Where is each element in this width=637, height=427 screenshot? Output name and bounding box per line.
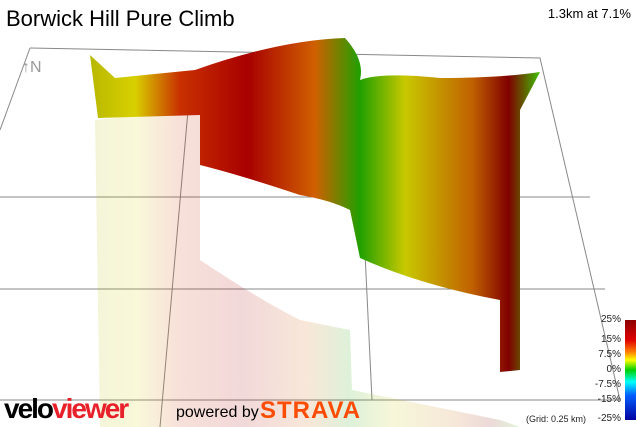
elevation-profile-wall — [90, 38, 540, 372]
legend-label: -7.5% — [594, 379, 621, 390]
logo-velo: velo — [4, 393, 54, 424]
legend-label: 0% — [606, 364, 621, 375]
legend-label: -25% — [597, 413, 621, 424]
page-title: Borwick Hill Pure Climb — [6, 6, 235, 31]
elevation-reflection — [95, 110, 520, 427]
legend-label: 7.5% — [598, 349, 621, 360]
powered-by-text: powered by — [176, 404, 259, 421]
grid-scale-note: (Grid: 0.25 km) — [526, 414, 587, 424]
legend-label: 25% — [600, 314, 621, 325]
legend-label: -15% — [597, 394, 621, 405]
logo-viewer: viewer — [52, 393, 129, 424]
gradient-color-scale — [625, 320, 636, 420]
climb-summary: 1.3km at 7.1% — [547, 6, 631, 21]
legend-label: 15% — [600, 334, 621, 345]
veloviewer-logo[interactable]: veloviewer — [4, 393, 129, 425]
strava-logo[interactable]: STRAVA — [260, 397, 362, 424]
compass-north: ↑N — [22, 59, 42, 76]
